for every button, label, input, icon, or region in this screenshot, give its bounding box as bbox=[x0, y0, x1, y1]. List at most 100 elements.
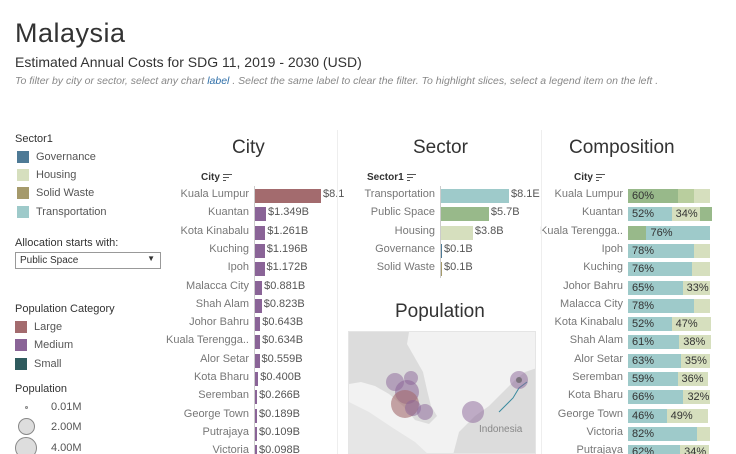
composition-segment[interactable]: 34% bbox=[680, 445, 709, 454]
composition-row-label[interactable]: Kuantan bbox=[582, 206, 623, 219]
city-bar[interactable] bbox=[255, 298, 262, 313]
composition-segment[interactable] bbox=[678, 189, 694, 203]
legend-item-large[interactable]: Large bbox=[15, 321, 62, 333]
sector-column-header[interactable]: Sector1 bbox=[367, 172, 416, 183]
city-row-label[interactable]: Johor Bahru bbox=[189, 316, 249, 329]
composition-segment[interactable]: 61% bbox=[628, 335, 680, 350]
composition-segment[interactable]: 82% bbox=[628, 426, 697, 441]
city-bubble[interactable] bbox=[417, 404, 433, 420]
composition-segment[interactable]: 36% bbox=[677, 372, 708, 386]
city-bar[interactable] bbox=[255, 189, 321, 203]
city-bar[interactable] bbox=[255, 426, 257, 441]
city-bubble[interactable] bbox=[462, 401, 484, 423]
city-bar[interactable] bbox=[255, 445, 257, 454]
composition-row-label[interactable]: Kuala Lumpur bbox=[554, 188, 624, 200]
city-row-label[interactable]: Seremban bbox=[198, 389, 249, 402]
composition-segment[interactable]: 78% bbox=[628, 298, 694, 313]
composition-segment[interactable]: 47% bbox=[671, 317, 712, 332]
city-bar[interactable] bbox=[255, 372, 259, 386]
city-row-label[interactable]: Kuala Lumpur bbox=[180, 188, 250, 200]
composition-segment[interactable] bbox=[693, 243, 711, 258]
legend-item-housing[interactable]: Housing bbox=[17, 169, 76, 181]
city-row-label[interactable]: Kuching bbox=[209, 242, 249, 255]
composition-row-label[interactable]: Victoria bbox=[586, 425, 623, 438]
composition-row-label[interactable]: Alor Setar bbox=[574, 352, 623, 365]
composition-row-label[interactable]: Johor Bahru bbox=[563, 279, 623, 292]
legend-item-governance[interactable]: Governance bbox=[17, 151, 96, 163]
city-column-header[interactable]: City bbox=[201, 172, 232, 183]
composition-segment[interactable]: 76% bbox=[628, 262, 692, 277]
composition-segment[interactable] bbox=[691, 262, 711, 277]
legend-item-transportation[interactable]: Transportation bbox=[17, 206, 107, 218]
city-row-label[interactable]: Alor Setar bbox=[200, 352, 249, 365]
city-bar[interactable] bbox=[255, 280, 263, 295]
composition-row-label[interactable]: George Town bbox=[557, 407, 623, 420]
city-bar[interactable] bbox=[255, 262, 265, 277]
composition-row-label[interactable]: Kota Bharu bbox=[567, 389, 623, 402]
composition-column-header[interactable]: City bbox=[574, 172, 605, 183]
city-bar[interactable] bbox=[255, 207, 266, 222]
composition-segment[interactable] bbox=[693, 189, 711, 203]
composition-segment[interactable]: 76% bbox=[646, 225, 711, 240]
composition-row-label[interactable]: Shah Alam bbox=[569, 334, 623, 347]
allocation-select[interactable]: Public Space ▼ bbox=[15, 252, 161, 269]
composition-segment[interactable]: 34% bbox=[671, 207, 701, 222]
city-bar[interactable] bbox=[255, 225, 266, 240]
composition-segment[interactable]: 60% bbox=[628, 189, 679, 203]
city-bar[interactable] bbox=[255, 243, 265, 258]
city-bar[interactable] bbox=[255, 317, 261, 332]
composition-segment[interactable] bbox=[700, 207, 712, 222]
city-bar[interactable] bbox=[255, 335, 261, 350]
composition-row-label[interactable]: Kuala Terengga.. bbox=[540, 224, 623, 237]
sector-row-label[interactable]: Solid Waste bbox=[376, 261, 435, 274]
city-row-label[interactable]: Kuala Terengga.. bbox=[166, 334, 249, 347]
composition-segment[interactable]: 62% bbox=[628, 445, 681, 454]
sector-bar[interactable] bbox=[441, 207, 489, 222]
composition-segment[interactable] bbox=[693, 298, 711, 313]
city-bar[interactable] bbox=[255, 408, 257, 423]
composition-row-label[interactable]: Kuching bbox=[583, 261, 623, 274]
composition-segment[interactable]: 32% bbox=[683, 390, 711, 405]
legend-item-small[interactable]: Small bbox=[15, 358, 62, 370]
sector-bar[interactable] bbox=[441, 189, 509, 203]
city-row-label[interactable]: Malacca City bbox=[186, 279, 249, 292]
sector-row-label[interactable]: Transportation bbox=[364, 188, 435, 200]
city-row-label[interactable]: Kota Kinabalu bbox=[180, 224, 250, 237]
composition-segment[interactable]: 78% bbox=[628, 243, 694, 258]
city-row-label[interactable]: Kota Bharu bbox=[193, 371, 249, 383]
composition-segment[interactable]: 59% bbox=[628, 372, 678, 386]
city-row-label[interactable]: Shah Alam bbox=[195, 297, 249, 310]
composition-row-label[interactable]: Seremban bbox=[572, 371, 623, 383]
composition-segment[interactable] bbox=[696, 426, 711, 441]
composition-segment[interactable]: 66% bbox=[628, 390, 684, 405]
composition-segment[interactable]: 49% bbox=[666, 408, 708, 423]
sector-row-label[interactable]: Housing bbox=[394, 224, 435, 237]
city-row-label[interactable]: George Town bbox=[183, 407, 249, 420]
legend-item-medium[interactable]: Medium bbox=[15, 339, 73, 351]
composition-row-label[interactable]: Putrajaya bbox=[576, 444, 623, 454]
city-bar[interactable] bbox=[255, 353, 260, 368]
city-row-label[interactable]: Victoria bbox=[212, 444, 249, 454]
composition-segment[interactable]: 33% bbox=[682, 280, 711, 295]
sector-bar[interactable] bbox=[441, 262, 442, 277]
composition-segment[interactable]: 52% bbox=[628, 207, 672, 222]
city-row-label[interactable]: Kuantan bbox=[208, 206, 249, 219]
city-row-label[interactable]: Putrajaya bbox=[202, 425, 249, 438]
population-map[interactable]: Indonesia bbox=[348, 331, 536, 454]
composition-segment[interactable]: 38% bbox=[679, 335, 712, 350]
composition-segment[interactable]: 35% bbox=[680, 353, 711, 368]
composition-segment[interactable]: 52% bbox=[628, 317, 672, 332]
composition-row-label[interactable]: Ipoh bbox=[601, 242, 623, 255]
sector-row-label[interactable]: Governance bbox=[375, 242, 435, 255]
city-row-label[interactable]: Ipoh bbox=[227, 261, 249, 274]
city-bubble[interactable] bbox=[516, 377, 522, 383]
composition-segment[interactable]: 63% bbox=[628, 353, 681, 368]
composition-segment[interactable] bbox=[628, 225, 647, 240]
composition-row-label[interactable]: Malacca City bbox=[560, 297, 623, 310]
city-bar[interactable] bbox=[255, 390, 258, 405]
sector-row-label[interactable]: Public Space bbox=[370, 206, 435, 219]
composition-segment[interactable]: 65% bbox=[628, 280, 683, 295]
legend-item-solid-waste[interactable]: Solid Waste bbox=[17, 187, 94, 199]
composition-row-label[interactable]: Kota Kinabalu bbox=[554, 316, 624, 329]
sector-bar[interactable] bbox=[441, 243, 442, 258]
